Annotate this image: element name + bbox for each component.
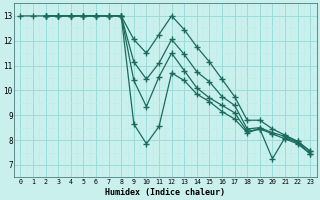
X-axis label: Humidex (Indice chaleur): Humidex (Indice chaleur) xyxy=(105,188,225,197)
